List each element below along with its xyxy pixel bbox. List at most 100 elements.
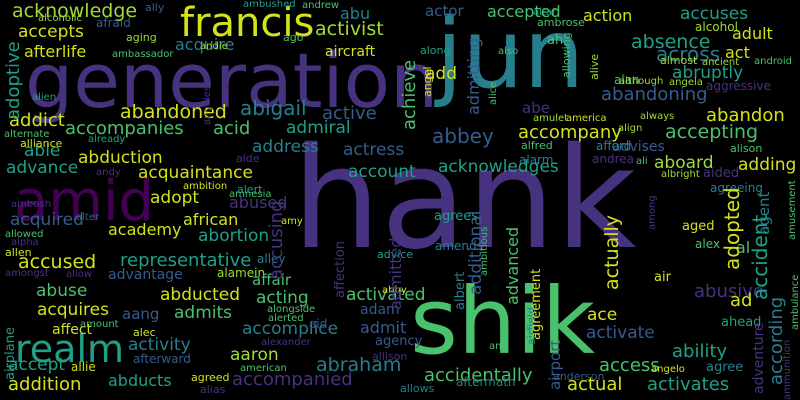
word-adopted: adopted: [720, 187, 744, 270]
word-andie: andie: [200, 41, 228, 52]
word-account: account: [348, 162, 416, 182]
word-allowed: allowed: [5, 229, 44, 240]
word-address: address: [252, 137, 319, 157]
word-alley: alley: [257, 252, 286, 266]
word-agreeing: agreeing: [710, 181, 763, 195]
word-aboard: aboard: [654, 153, 714, 173]
word-acknowledges: acknowledges: [438, 157, 559, 177]
word-alias: alias: [200, 383, 226, 396]
word-allowing: allowing: [560, 32, 573, 78]
word-accusing: accusing: [266, 200, 287, 280]
word-angeles: angeles: [202, 85, 213, 125]
word-acknowledge: acknowledge: [12, 0, 138, 22]
word-abbey: abbey: [432, 124, 494, 148]
word-allow: allow: [66, 269, 92, 280]
word-abandon: abandon: [706, 105, 785, 126]
word-also: also: [498, 46, 519, 57]
word-ana: ana: [489, 341, 508, 352]
word-ambassador: ambassador: [112, 49, 174, 60]
word-accept: accept: [8, 355, 66, 375]
word-abu: abu: [340, 4, 371, 23]
word-actor: actor: [425, 2, 464, 20]
word-allie: allie: [71, 360, 96, 374]
word-ambushed: ambushed: [243, 0, 296, 10]
word-abandoning: abandoning: [601, 84, 708, 105]
word-alive: alive: [588, 53, 601, 80]
word-although: although: [619, 76, 664, 87]
word-accompanied: accompanied: [232, 369, 353, 390]
word-allen: allen: [5, 246, 32, 259]
word-aircraft: aircraft: [325, 44, 376, 60]
word-among: among: [647, 195, 658, 230]
word-agreed: agreed: [191, 371, 230, 384]
word-affair: affair: [252, 271, 292, 289]
word-agrees: agrees: [434, 209, 479, 224]
word-generation: generation: [25, 36, 439, 125]
word-achieve: achieve: [399, 59, 420, 130]
word-abe: abe: [522, 99, 550, 117]
word-adding: adding: [738, 155, 797, 175]
word-act: act: [725, 43, 750, 62]
word-abused: abused: [229, 193, 288, 212]
word-alamein: alamein: [217, 266, 266, 280]
word-ammunition: ammunition: [782, 339, 793, 400]
word-amount: amount: [80, 319, 119, 330]
word-acquire: acquire: [175, 35, 235, 54]
word-acquires: acquires: [37, 300, 109, 320]
word-alongside: alongside: [267, 304, 316, 315]
word-adoptive: adoptive: [3, 41, 24, 120]
word-ambition: ambition: [183, 181, 228, 192]
word-accidentally: accidentally: [424, 365, 533, 386]
word-alpha: alpha: [11, 237, 39, 248]
word-albert: albert: [453, 271, 468, 310]
word-across: across: [656, 42, 721, 66]
word-activated: activated: [346, 285, 426, 305]
word-advantage: advantage: [108, 267, 183, 283]
word-admits: admits: [174, 303, 233, 323]
word-ago: ago: [283, 31, 304, 44]
word-amongst: amongst: [5, 268, 49, 279]
word-abducts: abducts: [108, 371, 172, 390]
word-abuse: abuse: [36, 281, 88, 301]
word-airport: airport: [546, 339, 564, 390]
word-along: along: [420, 44, 451, 57]
word-abruptly: abruptly: [672, 63, 744, 83]
word-actually: actually: [601, 214, 623, 290]
word-advanced: advanced: [503, 226, 522, 305]
word-able: able: [24, 141, 61, 161]
word-alison: alison: [730, 142, 763, 155]
word-activates: activates: [647, 374, 730, 395]
word-representative: representative: [120, 250, 252, 271]
word-acquaintance: acquaintance: [138, 163, 253, 183]
word-aftermath: aftermath: [456, 375, 516, 389]
word-abusive: abusive: [694, 281, 764, 302]
word-alerted: alerted: [268, 313, 304, 324]
word-active: active: [322, 103, 377, 124]
word-agreement: agreement: [529, 268, 544, 340]
word-alarm: alarm: [519, 153, 554, 167]
word-ancient: ancient: [702, 57, 740, 68]
word-actress: actress: [343, 140, 405, 160]
word-african: african: [183, 210, 239, 229]
word-afraid: afraid: [96, 16, 131, 30]
word-abby: abby: [382, 285, 407, 296]
word-amid: amid: [14, 169, 154, 234]
word-airplane: airplane: [3, 327, 18, 380]
word-alan: alan: [614, 73, 640, 87]
word-accepted: accepted: [487, 2, 561, 21]
word-always: always: [640, 111, 675, 122]
word-aged: aged: [682, 219, 715, 234]
word-abandoned: abandoned: [120, 101, 227, 123]
word-accepts: accepts: [18, 22, 84, 42]
word-ahead: ahead: [721, 315, 762, 330]
word-accompany: accompany: [518, 122, 622, 143]
word-adam: adam: [360, 302, 400, 318]
word-agency: agency: [375, 334, 423, 349]
word-aang: aang: [122, 305, 160, 323]
word-ad: ad: [730, 290, 753, 311]
word-academy: academy: [108, 220, 182, 239]
word-afterlife: afterlife: [24, 42, 87, 61]
word-advises: advises: [612, 139, 665, 155]
word-ambush: ambush: [11, 199, 52, 210]
word-aide: aide: [236, 152, 260, 165]
